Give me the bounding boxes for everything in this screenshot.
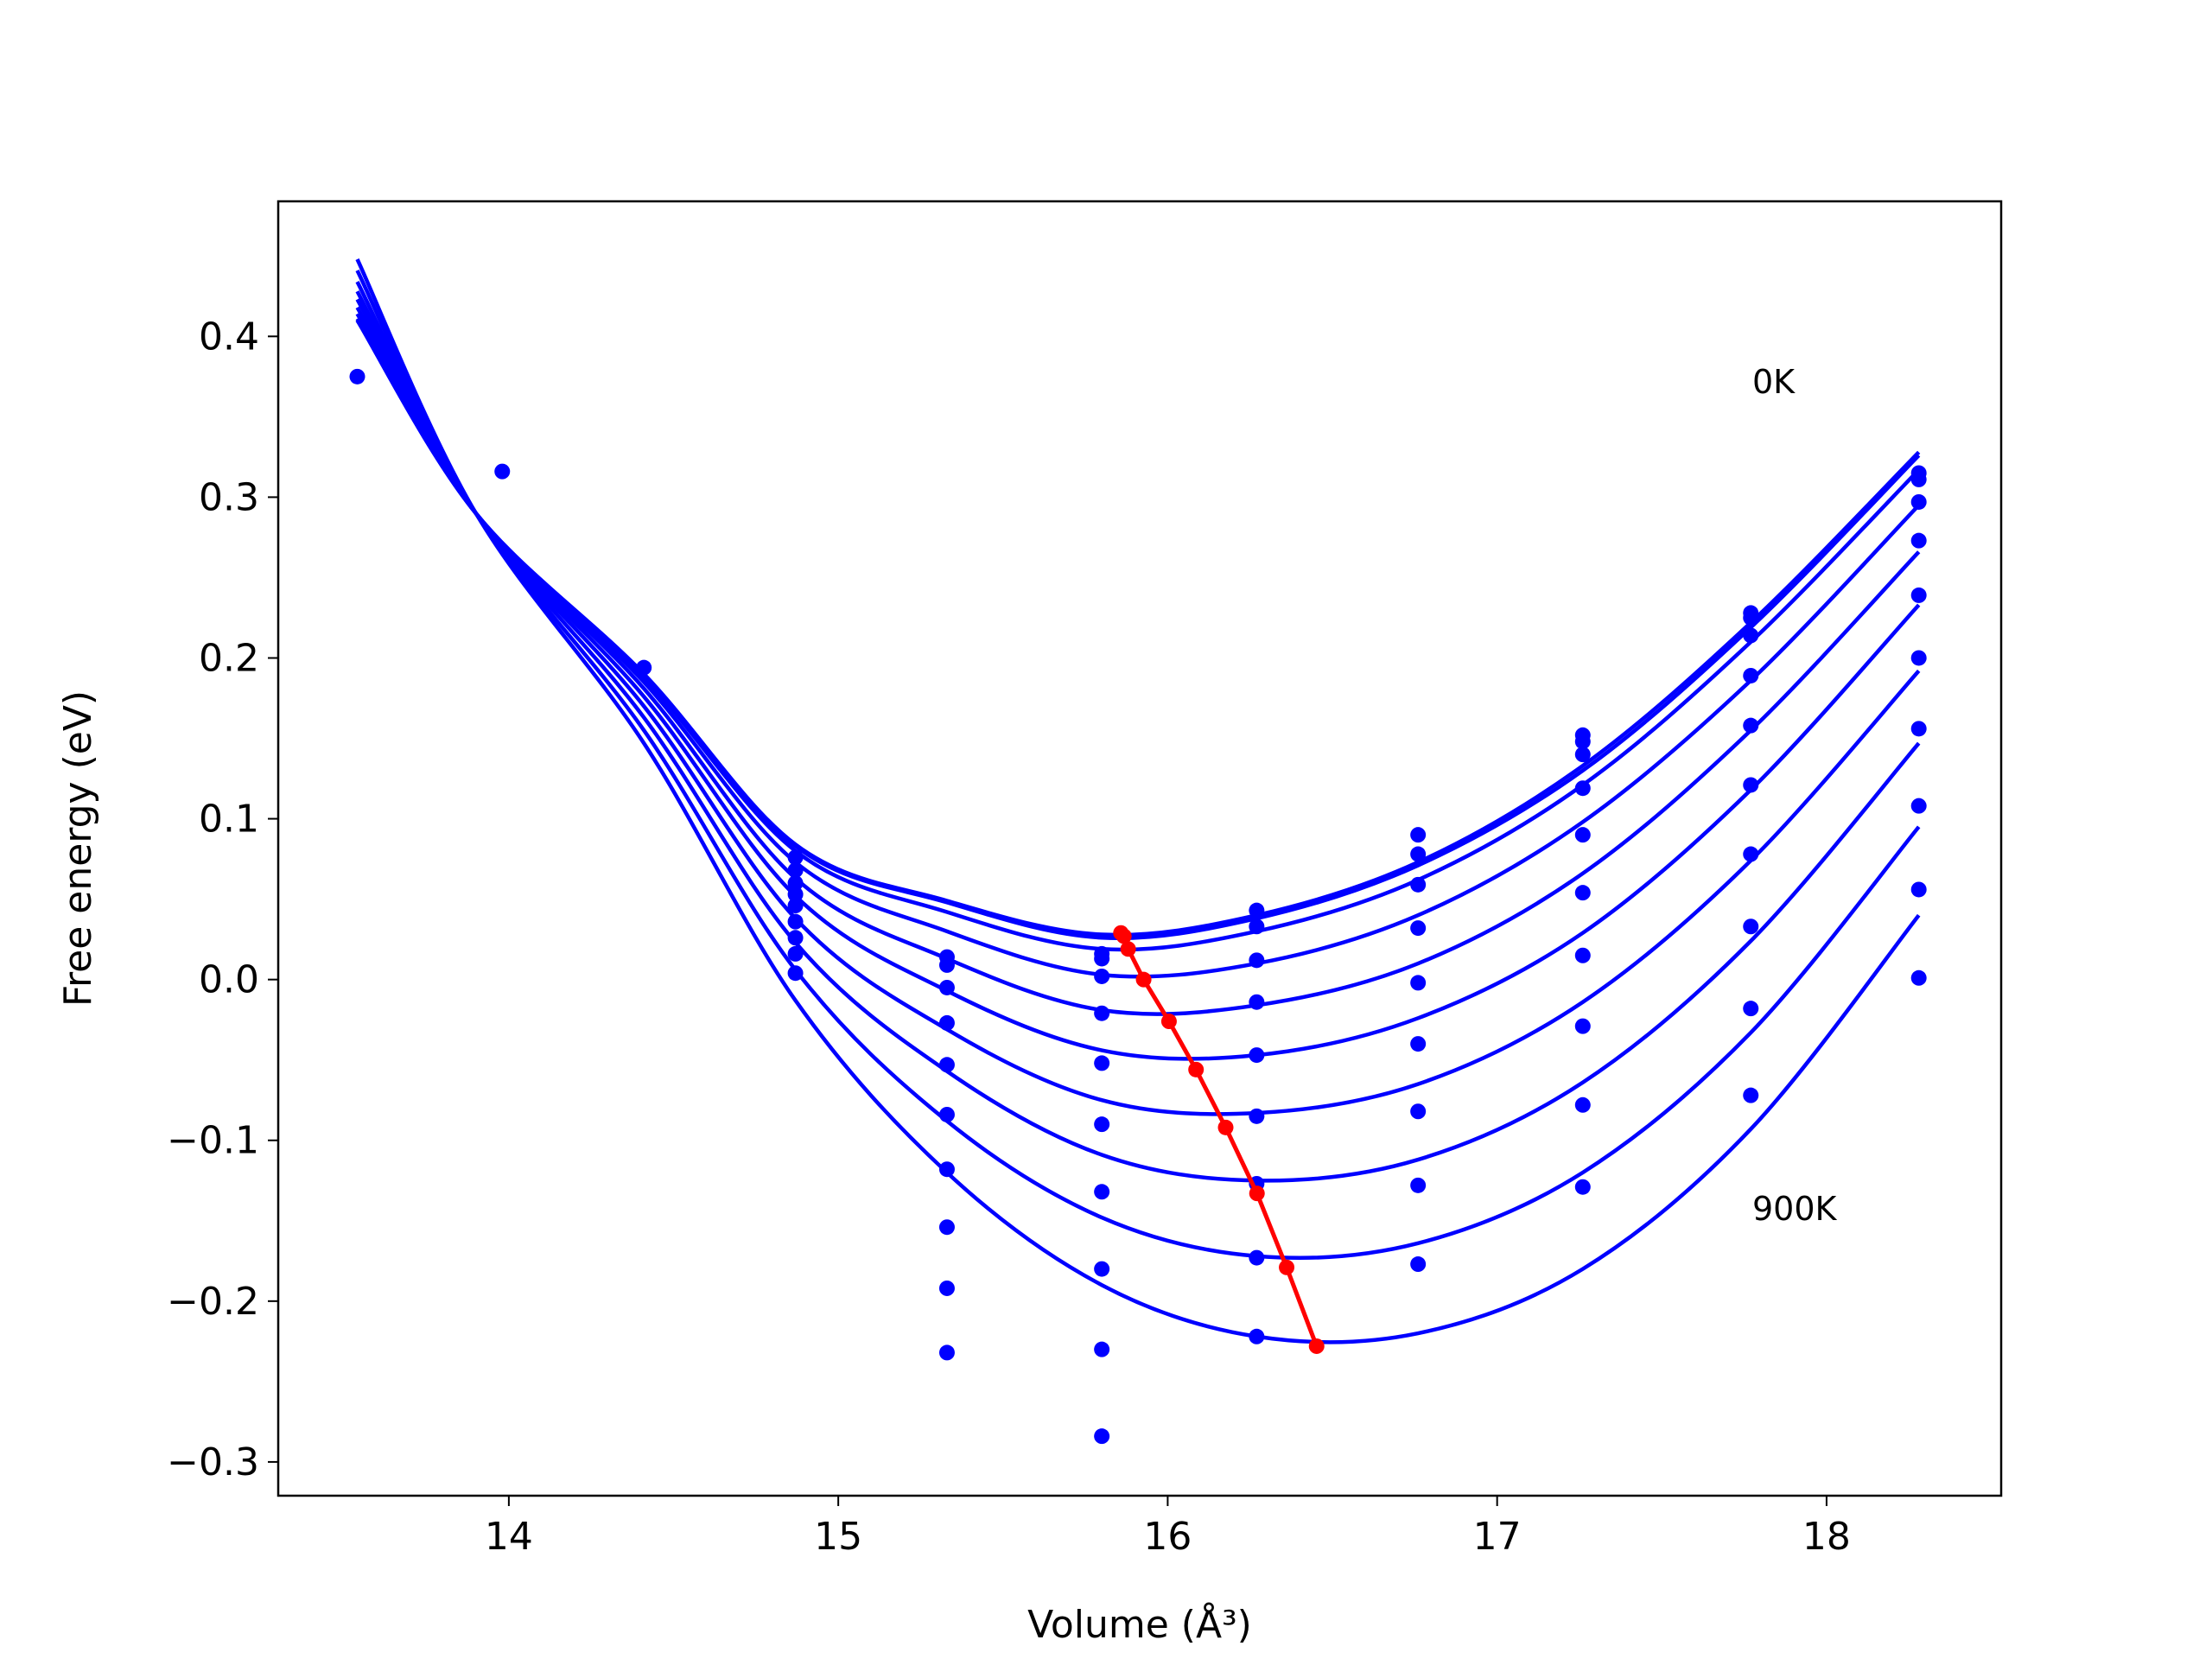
x-tick-label: 16 (1143, 1515, 1192, 1559)
data-point (1094, 1116, 1110, 1133)
data-point (938, 1344, 955, 1361)
data-point (1574, 734, 1591, 750)
data-point (1910, 493, 1927, 510)
minimum-point (1249, 1185, 1265, 1202)
data-point (1410, 920, 1427, 937)
y-tick-label: −0.1 (167, 1119, 259, 1163)
minimum-point (1217, 1119, 1234, 1135)
data-point (1094, 1341, 1110, 1357)
data-point (1574, 885, 1591, 901)
data-point (1910, 881, 1927, 898)
data-point (1910, 721, 1927, 737)
data-point (494, 463, 511, 480)
data-point (1410, 1177, 1427, 1193)
fit-curve (355, 290, 1921, 1116)
minimum-point (1279, 1259, 1295, 1275)
data-point (938, 1161, 955, 1178)
data-point (1410, 827, 1427, 843)
minimum-point (1160, 1014, 1177, 1030)
x-tick-label: 14 (485, 1515, 533, 1559)
data-point (1574, 947, 1591, 963)
data-point (1743, 777, 1759, 793)
y-tick-label: −0.3 (167, 1440, 259, 1484)
data-point (1410, 1256, 1427, 1273)
x-axis-label: Volume (Å³) (1027, 1601, 1252, 1647)
y-tick-label: 0.1 (199, 798, 259, 842)
x-tick-label: 18 (1802, 1515, 1851, 1559)
fit-curve (355, 258, 1921, 1344)
data-point (1910, 650, 1927, 666)
minima-line (1119, 931, 1319, 1347)
data-point (1910, 587, 1927, 603)
data-point (1574, 1096, 1591, 1113)
data-point (1574, 1018, 1591, 1034)
fit-curve (355, 281, 1921, 1183)
minimum-point (1188, 1061, 1205, 1077)
fit-curve (355, 270, 1921, 1261)
data-point (1410, 1103, 1427, 1120)
data-point (1094, 950, 1110, 967)
data-point (1910, 798, 1927, 814)
data-point (787, 913, 804, 930)
data-point (1574, 747, 1591, 763)
data-point (1574, 827, 1591, 843)
fit-curve (355, 306, 1921, 1016)
data-point (349, 368, 365, 385)
data-point (1094, 1428, 1110, 1445)
data-point (1910, 969, 1927, 986)
data-point (1743, 1087, 1759, 1103)
minimum-point (1135, 971, 1152, 988)
data-point (1094, 1184, 1110, 1200)
data-point (1410, 975, 1427, 991)
data-point (1743, 918, 1759, 935)
data-point (1094, 1055, 1110, 1071)
y-tick-label: 0.2 (199, 636, 259, 680)
y-tick-label: 0.3 (199, 475, 259, 519)
data-point (787, 930, 804, 946)
fit-curve (355, 313, 1921, 979)
y-tick-label: 0.0 (199, 958, 259, 1002)
data-point (1410, 1036, 1427, 1052)
minimum-point (1116, 928, 1132, 944)
data-point (1910, 532, 1927, 549)
x-tick-label: 15 (814, 1515, 862, 1559)
x-tick-label: 17 (1473, 1515, 1522, 1559)
annotation: 900K (1752, 1190, 1838, 1228)
y-tick-label: −0.2 (167, 1280, 259, 1324)
minimum-point (1120, 941, 1136, 957)
y-axis-label: Free energy (eV) (56, 690, 100, 1007)
y-tick-label: 0.4 (199, 315, 259, 359)
data-point (938, 1219, 955, 1236)
data-point (938, 1280, 955, 1296)
annotation: 0K (1752, 363, 1796, 401)
data-point (1743, 667, 1759, 683)
data-point (1743, 1001, 1759, 1017)
fit-curve (355, 298, 1921, 1061)
data-point (1094, 1261, 1110, 1277)
data-point (1574, 1179, 1591, 1195)
minimum-point (1308, 1338, 1325, 1354)
data-point (1410, 846, 1427, 862)
data-point (1743, 717, 1759, 734)
plot-frame (276, 200, 2003, 1497)
